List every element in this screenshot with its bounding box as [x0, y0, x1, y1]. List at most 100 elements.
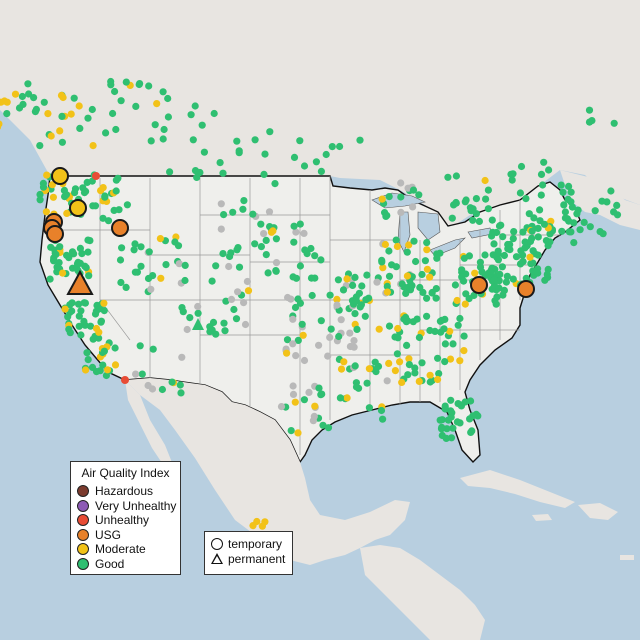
station-dot — [403, 272, 411, 280]
station-dot-unhealthy — [121, 376, 129, 384]
legend-label: Moderate — [95, 542, 146, 557]
station-dot — [307, 274, 316, 282]
station-dot — [610, 119, 618, 127]
station-dot — [287, 427, 295, 435]
station-dot — [244, 287, 253, 295]
station-dot — [219, 250, 227, 258]
station-dot — [156, 235, 164, 243]
station-dot — [257, 243, 265, 251]
station-dot — [423, 239, 431, 247]
station-dot — [160, 125, 168, 134]
station-dot — [471, 269, 479, 277]
station-dot — [83, 178, 91, 186]
station-dot — [290, 222, 298, 230]
station-dot — [53, 263, 61, 271]
legend-item-good: Good — [77, 557, 174, 572]
station-dot — [487, 268, 495, 276]
station-dot — [540, 158, 548, 166]
station-dot — [42, 208, 51, 216]
station-dot — [164, 94, 172, 103]
station-dot — [181, 276, 189, 285]
station-dot — [145, 248, 153, 256]
permanent-monitor-small — [192, 318, 204, 330]
station-dot — [300, 162, 309, 170]
station-dot — [117, 278, 125, 287]
station-dot — [434, 354, 442, 362]
station-dot — [191, 167, 200, 175]
station-dot — [327, 325, 335, 333]
station-dot — [377, 406, 386, 415]
station-dot — [65, 254, 73, 262]
station-dot — [545, 166, 553, 174]
station-dot — [95, 328, 103, 336]
station-dot — [333, 301, 341, 309]
legend-label: Unhealthy — [95, 513, 150, 528]
station-dot — [111, 344, 119, 352]
station-dot — [11, 90, 20, 98]
station-dot — [71, 185, 80, 193]
station-dot — [97, 318, 105, 326]
station-dot — [102, 129, 110, 137]
aqi-legend: Air Quality Index Hazardous Very Unhealt… — [70, 461, 181, 575]
station-dot — [398, 378, 406, 386]
station-dot — [468, 427, 476, 435]
station-dot — [415, 377, 423, 385]
station-dot — [490, 276, 498, 284]
monitor-type-legend: temporary permanent — [204, 531, 293, 575]
station-dot — [109, 109, 117, 118]
good-swatch — [77, 557, 89, 570]
station-dot — [253, 517, 261, 526]
station-dot — [111, 87, 119, 96]
station-dot — [481, 176, 489, 185]
station-dot — [394, 334, 402, 342]
station-dot — [289, 273, 297, 281]
station-dot — [466, 204, 474, 212]
station-dot — [194, 302, 202, 311]
station-dot — [194, 309, 202, 317]
baja-land — [125, 380, 175, 472]
station-dot — [607, 187, 615, 195]
station-dot — [494, 256, 502, 264]
station-dot — [351, 310, 359, 318]
station-dot — [147, 137, 155, 145]
station-dot — [466, 415, 474, 423]
station-dot — [426, 326, 434, 335]
station-dot — [381, 240, 389, 249]
station-dot — [412, 257, 420, 266]
station-dot — [200, 148, 208, 156]
station-dot — [122, 78, 130, 86]
station-dot — [411, 369, 419, 377]
station-dot — [434, 375, 442, 384]
station-dot — [122, 283, 130, 291]
station-dot — [415, 191, 423, 199]
station-dot — [107, 81, 115, 89]
station-dot — [326, 291, 334, 299]
legend-item-unhealthy: Unhealthy — [77, 513, 174, 528]
station-dot — [317, 167, 325, 175]
station-dot — [423, 265, 431, 273]
station-dot — [179, 308, 187, 316]
legend-label: USG — [95, 527, 122, 542]
station-dot — [217, 200, 225, 208]
station-dot — [84, 114, 92, 122]
station-dot — [84, 356, 92, 364]
station-dot — [560, 201, 568, 209]
station-dot — [403, 248, 411, 256]
station-dot — [529, 267, 537, 275]
station-dot — [534, 233, 542, 241]
station-dot — [340, 358, 348, 366]
station-dot — [613, 201, 621, 209]
station-dot — [292, 352, 300, 360]
station-dot — [220, 319, 228, 327]
station-dot — [449, 424, 457, 432]
station-dot — [49, 193, 58, 201]
station-dot — [403, 341, 411, 349]
station-dot — [40, 98, 48, 106]
station-dot — [131, 268, 139, 276]
station-dot — [0, 97, 9, 105]
aqi-legend-title: Air Quality Index — [81, 466, 170, 480]
station-dot — [112, 125, 120, 134]
station-dot — [598, 197, 606, 205]
station-dot — [537, 191, 545, 199]
station-dot — [310, 412, 318, 420]
